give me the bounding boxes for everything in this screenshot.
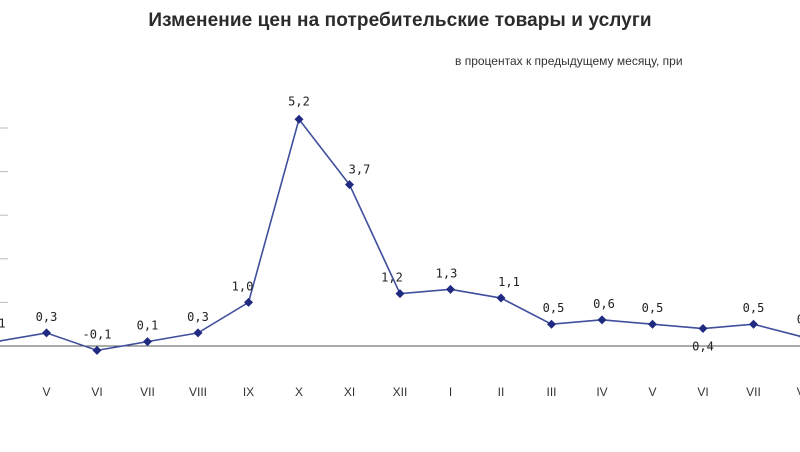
data-label: 1,3 <box>436 266 458 280</box>
data-point <box>0 341 1 343</box>
data-point <box>345 180 354 190</box>
data-label: 0,5 <box>642 301 664 315</box>
data-point <box>446 284 455 294</box>
x-tick-label: VII <box>140 385 155 399</box>
data-label: 1,2 <box>381 271 403 285</box>
data-point <box>648 319 657 329</box>
data-point <box>496 293 506 303</box>
data-label: 0,3 <box>187 310 209 324</box>
grid-lines <box>0 127 8 303</box>
data-label: 0, <box>797 312 800 326</box>
data-label: 1,0 <box>232 279 254 293</box>
data-point <box>698 324 708 334</box>
data-point <box>749 319 758 329</box>
data-label: 3,7 <box>349 163 371 177</box>
x-tick-label: I <box>449 385 452 399</box>
x-tick-label: VI <box>697 385 708 399</box>
data-label: 0,6 <box>593 297 615 311</box>
chart-subtitle: в процентах к предыдущему месяцу, при <box>455 54 683 68</box>
x-tick-label: VIII <box>189 385 207 399</box>
data-label: 1 <box>0 317 6 331</box>
x-tick-label: IV <box>596 385 607 399</box>
data-labels: 1 0,3 -0,1 0,1 0,3 1,0 5,2 3,7 1,2 1,3 1,1 0,5 0,6 0,… <box>0 94 800 353</box>
data-point <box>92 345 102 355</box>
data-label: 0,4 <box>692 340 714 354</box>
x-tick-labels: VVIVIIVIIIIXXXIXIIIIIIIIIVVVIVIIVII <box>42 385 800 399</box>
x-tick-label: V <box>42 385 50 399</box>
data-point <box>143 337 152 347</box>
data-point <box>294 114 304 124</box>
x-tick-label: X <box>295 385 303 399</box>
x-tick-label: IX <box>243 385 254 399</box>
data-label: 0,5 <box>743 301 765 315</box>
x-tick-label: VII <box>797 385 800 399</box>
series-line <box>0 117 800 352</box>
x-tick-label: VII <box>746 385 761 399</box>
data-label: 0,3 <box>36 310 58 324</box>
x-tick-label: V <box>648 385 656 399</box>
x-tick-label: III <box>546 385 556 399</box>
data-label: 5,2 <box>288 94 310 108</box>
chart-title: Изменение цен на потребительские товары … <box>148 10 652 31</box>
data-point <box>597 315 607 325</box>
data-label: -0,1 <box>83 327 112 341</box>
data-label: 1,1 <box>498 275 520 289</box>
x-tick-label: XII <box>393 385 408 399</box>
x-tick-label: XI <box>344 385 355 399</box>
data-point <box>547 319 556 329</box>
data-point <box>193 328 203 338</box>
data-points <box>0 114 800 355</box>
data-label: 0,5 <box>543 301 565 315</box>
x-tick-label: II <box>498 385 505 399</box>
data-label: 0,1 <box>137 319 159 333</box>
x-tick-label: VI <box>91 385 102 399</box>
data-point <box>244 297 253 307</box>
data-point <box>42 328 51 338</box>
data-point <box>395 289 405 299</box>
